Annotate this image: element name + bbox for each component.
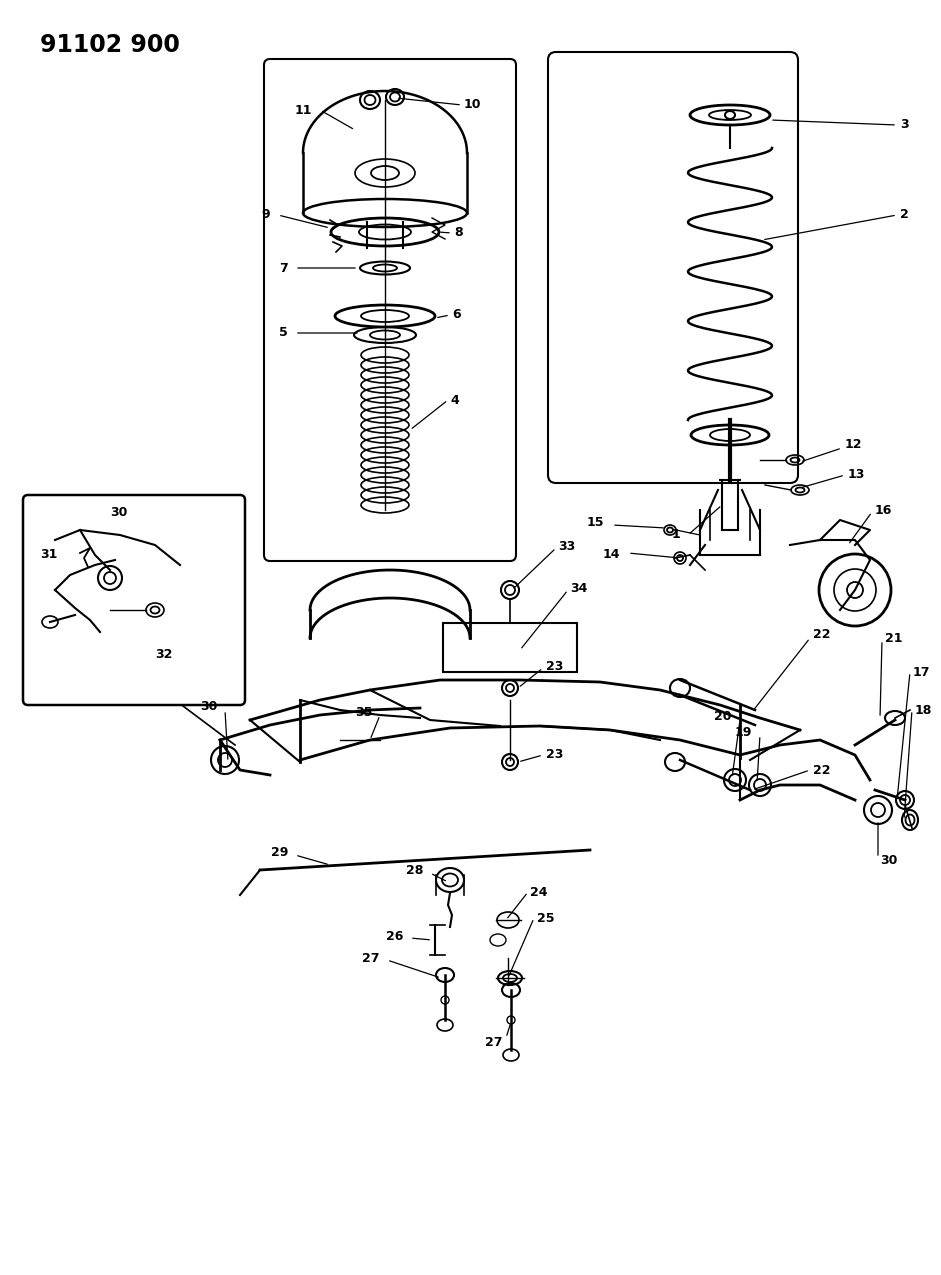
Text: 11: 11 xyxy=(295,103,312,116)
Text: 23: 23 xyxy=(546,748,564,761)
Text: 24: 24 xyxy=(530,886,548,899)
Text: 8: 8 xyxy=(454,227,463,240)
Text: 23: 23 xyxy=(546,659,564,672)
Text: 26: 26 xyxy=(386,929,403,942)
Text: 32: 32 xyxy=(155,649,172,662)
Text: 2: 2 xyxy=(900,209,909,222)
FancyBboxPatch shape xyxy=(264,59,516,561)
FancyBboxPatch shape xyxy=(23,495,245,705)
Text: 5: 5 xyxy=(279,326,288,339)
Text: 29: 29 xyxy=(271,847,288,859)
Text: 31: 31 xyxy=(40,548,57,561)
Text: 20: 20 xyxy=(714,710,732,723)
Text: 6: 6 xyxy=(452,309,461,321)
Text: 4: 4 xyxy=(450,394,459,407)
Text: 7: 7 xyxy=(279,261,288,274)
Text: 30: 30 xyxy=(200,700,218,714)
Text: 35: 35 xyxy=(356,705,373,719)
FancyBboxPatch shape xyxy=(443,623,577,672)
Text: 22: 22 xyxy=(813,629,831,641)
Text: 9: 9 xyxy=(262,209,270,222)
Text: 3: 3 xyxy=(900,119,909,131)
Text: 13: 13 xyxy=(848,468,866,482)
Text: 16: 16 xyxy=(875,504,892,516)
Text: 30: 30 xyxy=(110,505,127,519)
Text: 15: 15 xyxy=(586,515,604,529)
Text: 1: 1 xyxy=(671,529,680,542)
Text: 33: 33 xyxy=(558,539,575,552)
Text: 28: 28 xyxy=(406,863,423,876)
Text: 30: 30 xyxy=(880,853,898,867)
Text: 27: 27 xyxy=(486,1035,503,1048)
Text: 27: 27 xyxy=(362,951,380,964)
Text: 91102 900: 91102 900 xyxy=(40,33,180,57)
Text: 10: 10 xyxy=(464,98,482,111)
Text: 17: 17 xyxy=(913,666,931,678)
Text: 25: 25 xyxy=(537,912,554,924)
Text: 14: 14 xyxy=(602,548,620,561)
Text: 22: 22 xyxy=(813,764,831,776)
Text: 12: 12 xyxy=(845,439,863,451)
Text: 34: 34 xyxy=(570,581,587,594)
Text: 18: 18 xyxy=(915,704,933,717)
Text: 19: 19 xyxy=(735,725,752,738)
Text: 21: 21 xyxy=(885,631,902,644)
